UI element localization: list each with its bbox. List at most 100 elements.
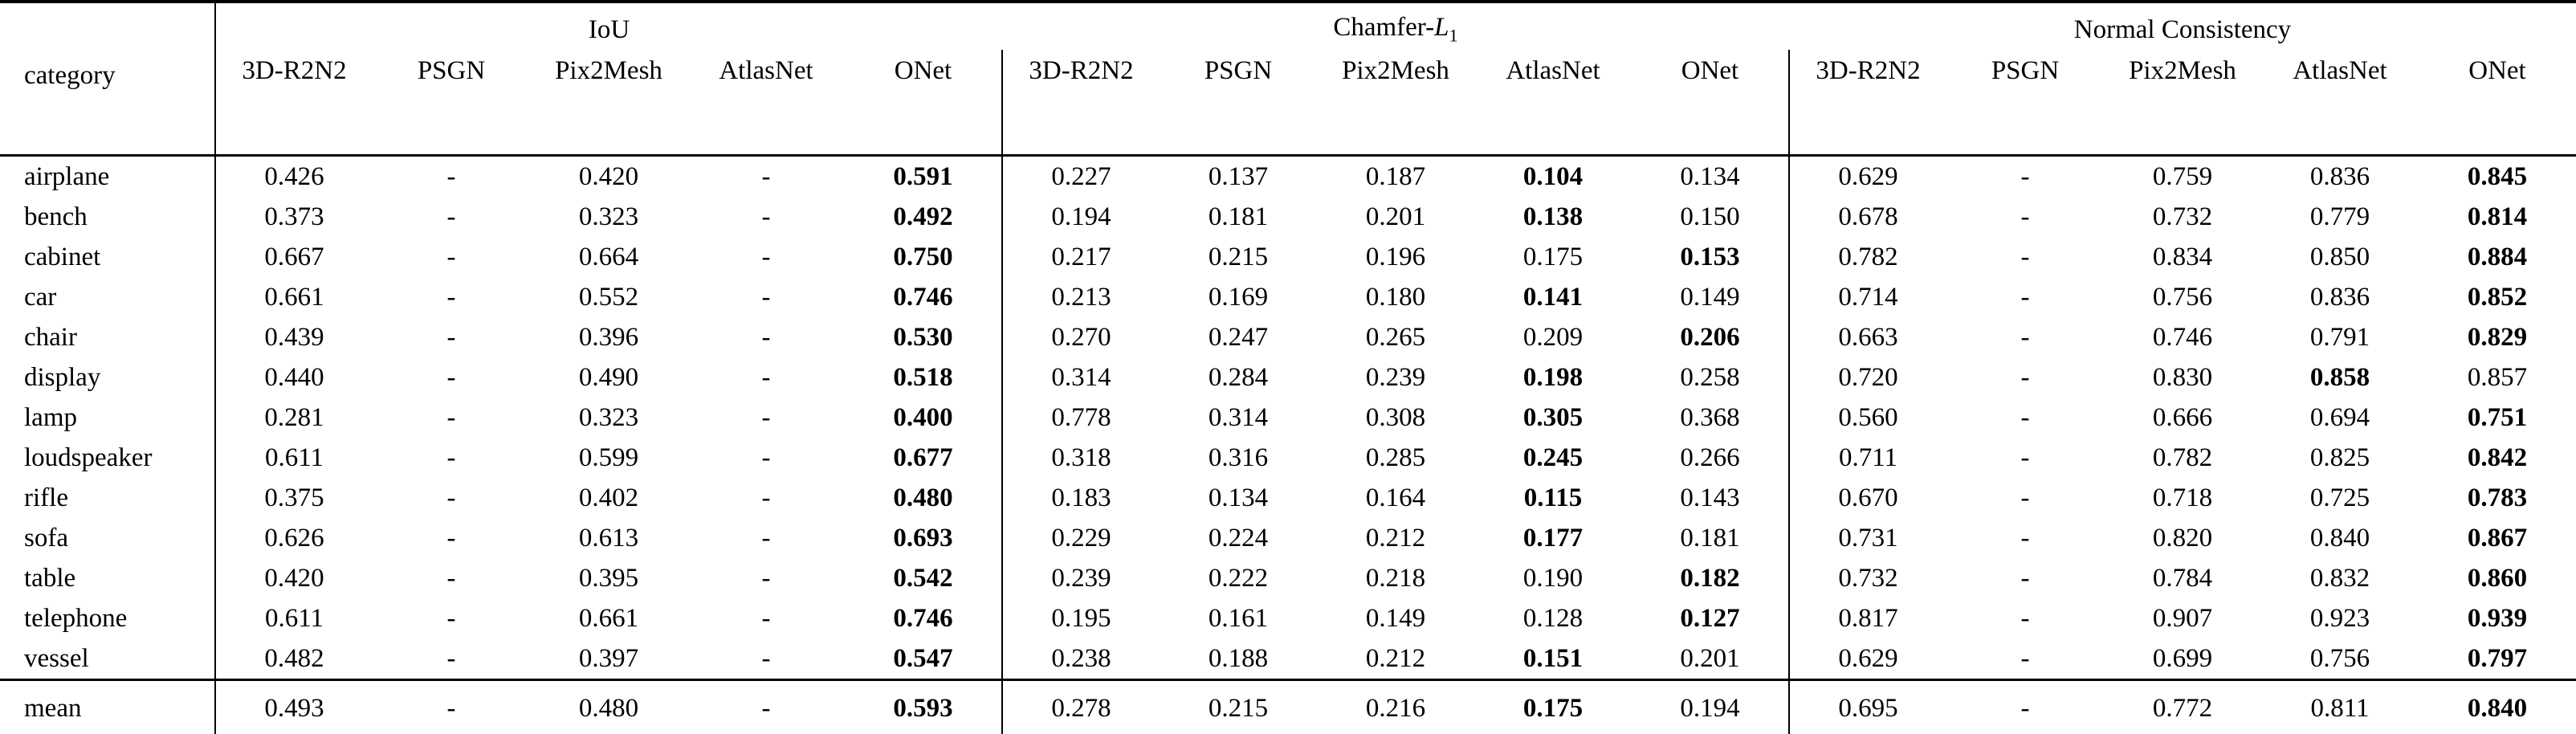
- value-cell: 0.216: [1317, 679, 1474, 734]
- value-cell: 0.138: [1522, 202, 1584, 231]
- value-cell: 0.150: [1680, 202, 1740, 231]
- value-cell: -: [446, 242, 456, 271]
- value-cell: 0.215: [1160, 679, 1317, 734]
- value-cell: 0.368: [1680, 402, 1740, 432]
- value-cell: -: [446, 402, 456, 432]
- metric-group-label-chamfer-l: Chamfer-L1: [1333, 13, 1458, 46]
- value-cell: 0.836: [2309, 161, 2370, 191]
- table-row-display: display 0.440 - 0.490 - 0.518 0.314 0.284 0.239 0…: [0, 357, 2576, 398]
- method-header-normal-consistency-atlasnet: AtlasNet: [2261, 50, 2419, 157]
- row-category-label: telephone: [0, 598, 216, 638]
- method-header-chamfer-l-onet: ONet: [1632, 50, 1789, 157]
- value-cell: 0.693: [893, 523, 953, 553]
- row-category-label: rifle: [0, 478, 216, 518]
- table-row-bench: bench 0.373 - 0.323 - 0.492 0.194 0.181 0.201 0.1…: [0, 197, 2576, 237]
- value-cell: 0.518: [893, 362, 953, 392]
- value-cell: 0.201: [1365, 202, 1426, 231]
- value-cell: 0.396: [578, 322, 639, 352]
- value-cell: 0.857: [2467, 362, 2528, 392]
- value-cell: 0.195: [1001, 598, 1160, 638]
- value-cell: 0.939: [2467, 603, 2528, 633]
- value-cell: 0.677: [893, 442, 953, 472]
- value-cell: 0.270: [1001, 317, 1160, 357]
- value-cell: 0.797: [2467, 643, 2528, 673]
- value-cell: 0.127: [1680, 603, 1740, 633]
- value-cell: 0.493: [215, 679, 373, 734]
- value-cell: 0.190: [1522, 563, 1584, 593]
- value-cell: 0.746: [2152, 322, 2213, 352]
- value-cell: -: [761, 322, 771, 352]
- value-cell: 0.750: [893, 242, 953, 271]
- value-cell: -: [687, 679, 845, 734]
- method-header-iou-onet: ONet: [845, 50, 1002, 157]
- value-cell: 0.820: [2152, 523, 2213, 553]
- value-cell: 0.836: [2309, 282, 2370, 312]
- value-cell: 0.239: [1001, 558, 1160, 598]
- row-category-label: airplane: [0, 155, 216, 197]
- value-cell: 0.492: [893, 202, 953, 231]
- row-category-label: chair: [0, 317, 216, 357]
- table-row-airplane: airplane 0.426 - 0.420 - 0.591 0.227 0.137 0.187…: [0, 155, 2576, 197]
- value-cell: 0.134: [1208, 483, 1269, 512]
- table-row-car: car 0.661 - 0.552 - 0.746 0.213 0.169 0.180 0.141…: [0, 277, 2576, 317]
- value-cell: 0.212: [1365, 643, 1426, 673]
- value-cell: 0.814: [2467, 202, 2528, 231]
- value-cell: 0.143: [1680, 483, 1740, 512]
- value-cell: 0.591: [893, 161, 953, 191]
- value-cell: 0.731: [1788, 518, 1946, 558]
- value-cell: -: [446, 362, 456, 392]
- value-cell: 0.137: [1208, 161, 1269, 191]
- value-cell: 0.732: [2152, 202, 2213, 231]
- value-cell: 0.213: [1001, 277, 1160, 317]
- metric-group-row: category IoU Chamfer-L1 Normal Consistency: [0, 2, 2576, 157]
- value-cell: 0.832: [2309, 563, 2370, 593]
- value-cell: 0.151: [1522, 643, 1584, 673]
- value-cell: 0.791: [2309, 322, 2370, 352]
- value-cell: 0.375: [264, 483, 324, 512]
- row-category-label: display: [0, 357, 216, 398]
- value-cell: 0.153: [1680, 242, 1740, 271]
- value-cell: 0.426: [264, 161, 324, 191]
- value-cell: 0.530: [893, 322, 953, 352]
- value-cell: 0.180: [1365, 282, 1426, 312]
- value-cell: -: [446, 282, 456, 312]
- value-cell: 0.402: [578, 483, 639, 512]
- row-category-label: bench: [0, 197, 216, 237]
- row-category-label: cabinet: [0, 237, 216, 277]
- value-cell: -: [446, 523, 456, 553]
- value-cell: 0.714: [1788, 277, 1946, 317]
- value-cell: 0.314: [1001, 357, 1160, 398]
- value-cell: -: [2020, 161, 2030, 191]
- value-cell: 0.373: [264, 202, 324, 231]
- method-header-normal-consistency-pix2mesh: Pix2Mesh: [2104, 50, 2261, 157]
- method-header-iou-3d-r2n2: 3D-R2N2: [215, 50, 373, 157]
- value-cell: -: [761, 242, 771, 271]
- value-cell: -: [2020, 483, 2030, 512]
- value-cell: 0.756: [2309, 643, 2370, 673]
- method-header-iou-atlasnet: AtlasNet: [687, 50, 845, 157]
- value-cell: 0.858: [2309, 362, 2370, 392]
- value-cell: 0.212: [1365, 523, 1426, 553]
- table-row-sofa: sofa 0.626 - 0.613 - 0.693 0.229 0.224 0.212 0.17…: [0, 518, 2576, 558]
- value-cell: 0.149: [1365, 603, 1426, 633]
- value-cell: 0.215: [1208, 242, 1269, 271]
- value-cell: 0.490: [578, 362, 639, 392]
- table-header: category IoU Chamfer-L1 Normal Consistency…: [0, 2, 2576, 157]
- value-cell: -: [761, 442, 771, 472]
- value-cell: 0.175: [1474, 679, 1632, 734]
- value-cell: 0.284: [1208, 362, 1269, 392]
- value-cell: 0.238: [1001, 638, 1160, 680]
- value-cell: 0.149: [1680, 282, 1740, 312]
- value-cell: 0.196: [1365, 242, 1426, 271]
- value-cell: 0.278: [1001, 679, 1160, 734]
- value-cell: 0.867: [2467, 523, 2528, 553]
- table-body: airplane 0.426 - 0.420 - 0.591 0.227 0.137 0.187…: [0, 155, 2576, 680]
- value-cell: 0.661: [578, 603, 639, 633]
- value-cell: 0.397: [578, 643, 639, 673]
- value-cell: -: [2020, 362, 2030, 392]
- value-cell: -: [761, 523, 771, 553]
- value-cell: -: [761, 402, 771, 432]
- value-cell: 0.834: [2152, 242, 2213, 271]
- value-cell: 0.229: [1001, 518, 1160, 558]
